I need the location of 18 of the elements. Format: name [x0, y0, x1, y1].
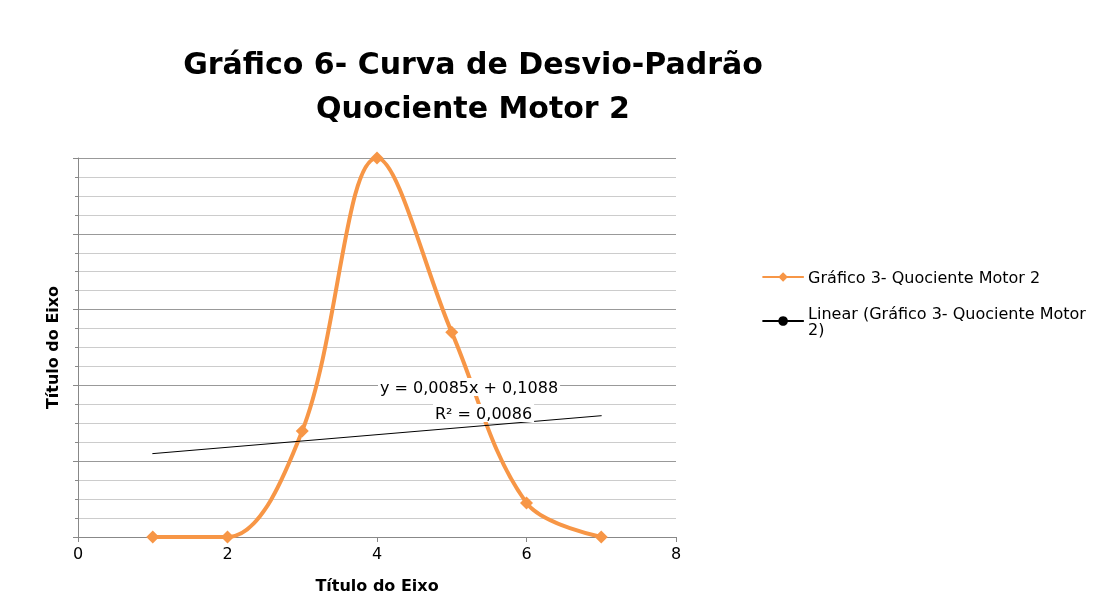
point	[594, 530, 608, 544]
legend-label: Linear (Gráfico 3- Quociente Motor 2)	[808, 303, 1092, 339]
annotation: R² = 0,0086	[435, 403, 533, 423]
x-axis-title: Título do Eixo	[315, 575, 439, 595]
point	[295, 424, 309, 438]
y-axis-title: Título do Eixo	[42, 285, 62, 410]
point	[445, 325, 459, 339]
x-tick-label: 8	[670, 543, 682, 563]
point	[370, 151, 384, 165]
chart-title: Gráfico 6- Curva de Desvio-Padrão Quociente Motor 2	[183, 45, 763, 125]
x-tick-label: 2	[222, 543, 233, 563]
point	[520, 496, 533, 510]
x-tick-label: 4	[371, 543, 383, 563]
point	[221, 530, 234, 544]
legend-label: Gráfico 3- Quociente Motor 2	[808, 267, 1041, 287]
x-tick-label: 6	[521, 543, 532, 563]
x-tick-label: 0	[72, 543, 84, 563]
annotation: y = 0,0085x + 0,1088	[380, 377, 559, 397]
